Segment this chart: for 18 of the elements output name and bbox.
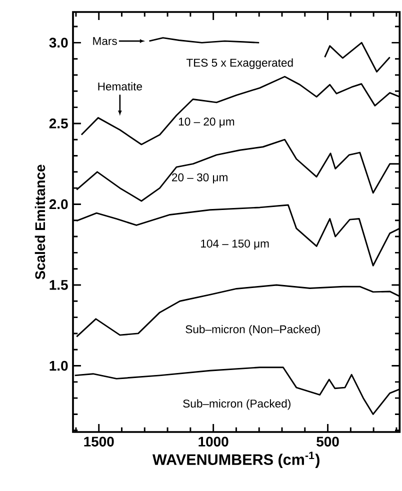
series-label: Sub–micron (Packed)	[183, 399, 290, 410]
y-tick-label: 2.5	[49, 118, 68, 128]
series-label: 10 – 20 μm	[178, 118, 234, 128]
y-tick-label: 3.0	[49, 38, 68, 48]
x-axis-title: WAVENUMBERS (cm$^{-1}$)	[152, 452, 320, 468]
annotation: TES 5 x Exaggerated	[186, 58, 293, 69]
x-tick-label: 1000	[198, 436, 228, 447]
y-tick-label: 2.0	[49, 199, 68, 210]
y-axis-title: Scaled Emittance	[34, 164, 46, 280]
y-tick-label: 1.5	[50, 280, 68, 290]
text: 104 – 150 μm	[201, 240, 269, 250]
annotation: Mars	[93, 37, 117, 46]
x-tick-label: 1500	[84, 436, 114, 447]
y-tick-label: 1.0	[50, 360, 68, 371]
annotation: Hematite	[98, 82, 142, 90]
x-tick-label: 500	[316, 436, 339, 447]
series-label: 20 – 30 μm	[172, 173, 228, 184]
text: Sub–micron (Non–Packed)	[186, 324, 320, 336]
